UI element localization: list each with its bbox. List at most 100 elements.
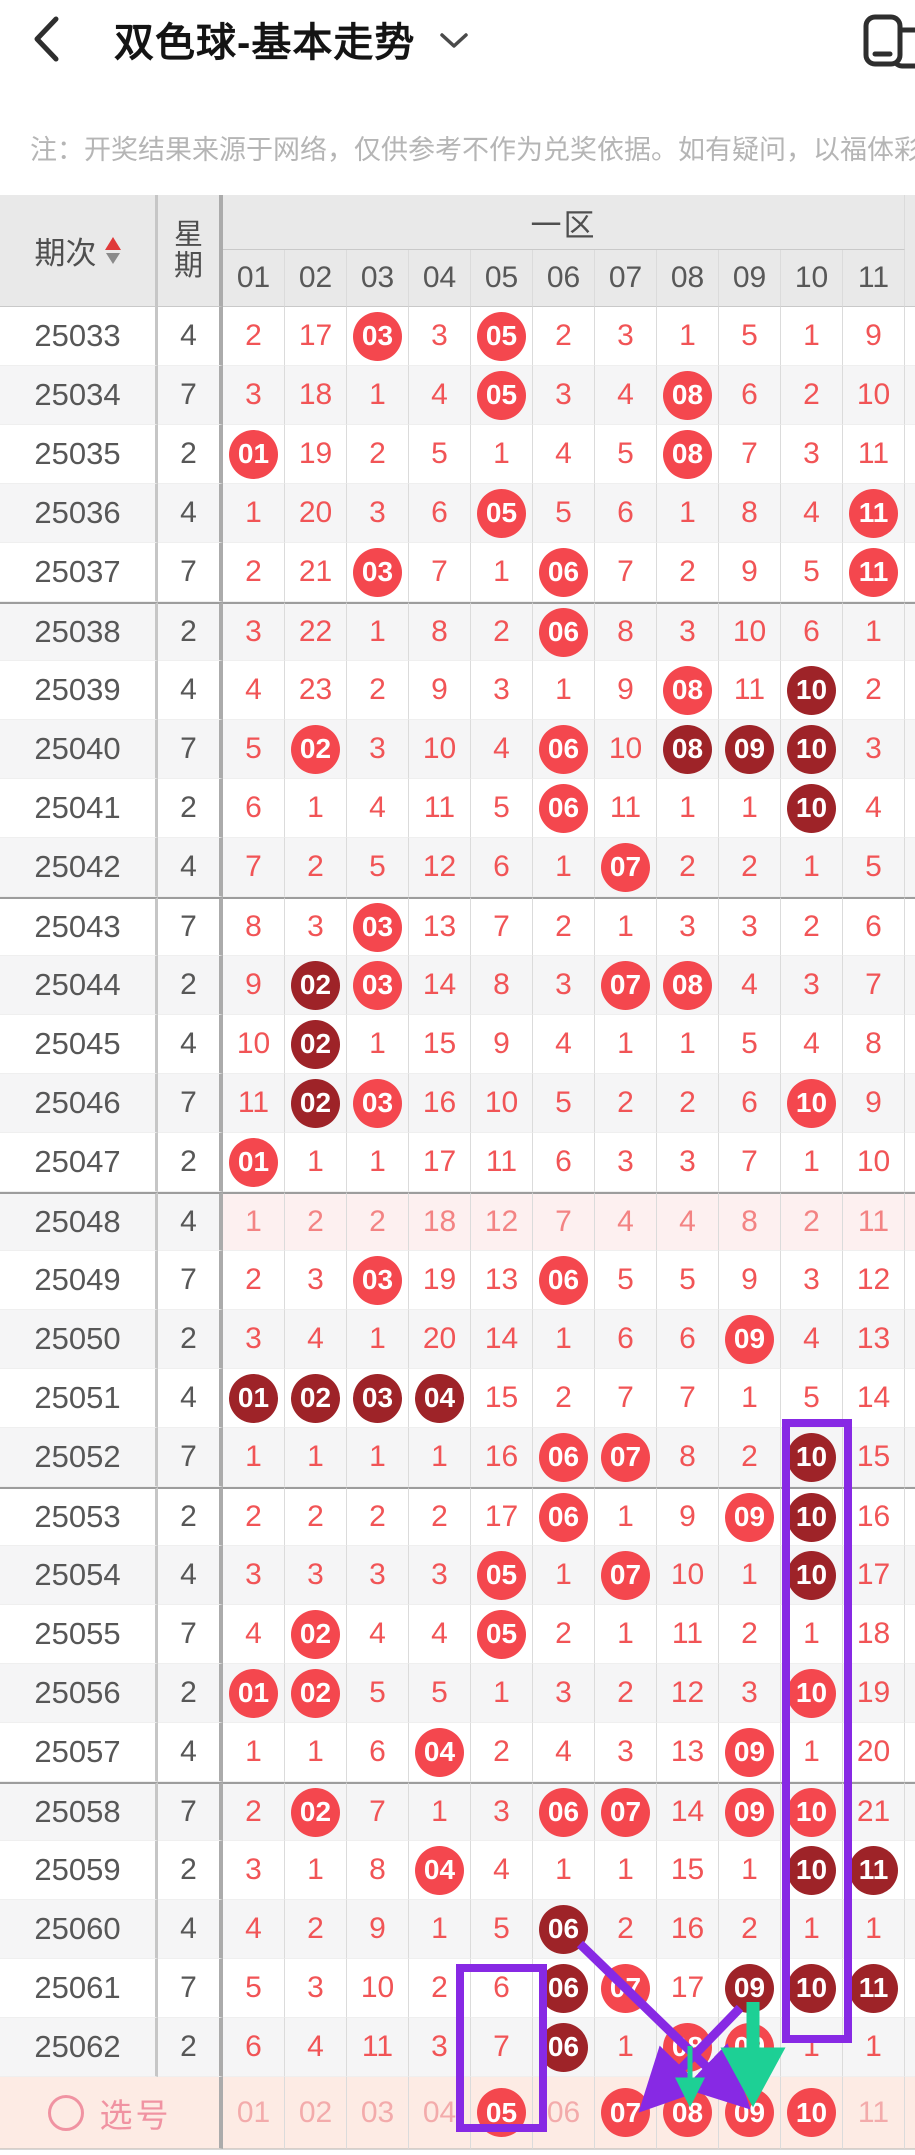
miss-count: 4 [741, 968, 758, 1001]
row-sliver [905, 897, 915, 956]
row-sliver [905, 1605, 915, 1664]
row-sliver [905, 1546, 915, 1605]
miss-count: 3 [679, 615, 696, 648]
ball-06: 06 [539, 1255, 588, 1305]
ball-03: 03 [353, 1078, 402, 1128]
select-number-11[interactable]: 11 [843, 2077, 905, 2149]
miss-count: 4 [617, 378, 634, 411]
number-cell: 1 [719, 1546, 781, 1605]
select-number-06[interactable]: 06 [533, 2077, 595, 2149]
select-row-label[interactable]: 选号 [0, 2077, 223, 2149]
select-number-05[interactable]: 05 [471, 2077, 533, 2149]
period-cell-25056: 25056 [0, 1664, 158, 1723]
floating-window-button[interactable] [862, 12, 915, 70]
number-cell: 7 [223, 838, 285, 897]
miss-count: 2 [741, 1440, 758, 1473]
number-cell: 4 [533, 1015, 595, 1074]
number-cell: 10 [781, 1841, 843, 1900]
row-sliver [905, 1841, 915, 1900]
miss-count: 2 [555, 1381, 572, 1414]
number-cell: 04 [409, 1841, 471, 1900]
miss-count: 9 [493, 1027, 510, 1060]
week-cell: 2 [158, 602, 223, 661]
miss-count: 1 [679, 791, 696, 824]
select-number-03[interactable]: 03 [347, 2077, 409, 2149]
miss-count: 17 [422, 1145, 457, 1178]
miss-count: 1 [493, 1676, 510, 1709]
title-dropdown[interactable] [439, 32, 469, 55]
number-cell: 07 [595, 1782, 657, 1841]
ball-09: 09 [725, 724, 774, 774]
number-cell: 10 [657, 1546, 719, 1605]
number-cell: 03 [347, 897, 409, 956]
select-number-09[interactable]: 09 [719, 2077, 781, 2149]
miss-count: 1 [617, 910, 634, 943]
ball-11: 11 [849, 1963, 898, 2013]
number-cell: 5 [719, 307, 781, 366]
number-cell: 12 [843, 1251, 905, 1310]
number-cell: 11 [843, 484, 905, 543]
number-cell: 2 [719, 1900, 781, 1959]
number-cell: 01 [223, 425, 285, 484]
number-cell: 7 [533, 1192, 595, 1251]
miss-count: 7 [617, 555, 634, 588]
sort-control[interactable] [104, 237, 121, 264]
number-cell: 05 [471, 307, 533, 366]
number-cell: 10 [781, 720, 843, 779]
number-cell: 4 [471, 720, 533, 779]
miss-count: 3 [865, 732, 882, 765]
column-header-period[interactable]: 期次 [0, 195, 158, 307]
header-sliver [905, 195, 915, 307]
select-number-02[interactable]: 02 [285, 2077, 347, 2149]
number-cell: 2 [409, 1959, 471, 2018]
miss-count: 10 [608, 732, 643, 765]
miss-count: 11 [423, 791, 456, 824]
miss-count: 3 [803, 437, 820, 470]
period-cell-25053: 25053 [0, 1487, 158, 1546]
number-cell: 5 [409, 1664, 471, 1723]
back-button[interactable] [32, 14, 62, 64]
miss-count: 9 [617, 673, 634, 706]
row-sliver [905, 543, 915, 602]
select-number-08[interactable]: 08 [657, 2077, 719, 2149]
ball-06: 06 [539, 783, 588, 833]
row-sliver [905, 2077, 915, 2149]
miss-count: 9 [865, 319, 882, 352]
number-cell: 7 [843, 956, 905, 1015]
ball-02: 02 [291, 724, 340, 774]
miss-count: 14 [856, 1381, 891, 1414]
select-number-07[interactable]: 07 [595, 2077, 657, 2149]
number-cell: 1 [223, 1428, 285, 1487]
select-number-01[interactable]: 01 [223, 2077, 285, 2149]
row-sliver [905, 1192, 915, 1251]
number-cell: 2 [843, 661, 905, 720]
select-number-10[interactable]: 10 [781, 2077, 843, 2149]
select-number-04[interactable]: 04 [409, 2077, 471, 2149]
ball-09: 09 [725, 2022, 774, 2072]
miss-count: 8 [741, 496, 758, 529]
select-radio-circle[interactable] [47, 2094, 84, 2131]
number-cell: 10 [781, 1782, 843, 1841]
number-cell: 9 [719, 543, 781, 602]
column-header-week: 星期 [158, 195, 223, 307]
number-cell: 10 [781, 1428, 843, 1487]
number-cell: 1 [347, 1133, 409, 1192]
ball-06: 06 [539, 1904, 588, 1954]
miss-count: 10 [670, 1558, 705, 1591]
miss-count: 3 [617, 1145, 634, 1178]
miss-count: 8 [865, 1027, 882, 1060]
miss-count: 2 [617, 1912, 634, 1945]
number-cell: 1 [595, 1841, 657, 1900]
number-cell: 18 [409, 1192, 471, 1251]
miss-count: 3 [741, 910, 758, 943]
week-cell: 2 [158, 1133, 223, 1192]
miss-count: 11 [857, 1205, 890, 1238]
miss-count: 7 [431, 555, 448, 588]
miss-count: 6 [493, 850, 510, 883]
number-cell: 15 [843, 1428, 905, 1487]
miss-count: 3 [245, 1853, 262, 1886]
number-cell: 1 [223, 484, 285, 543]
number-cell: 16 [843, 1487, 905, 1546]
miss-count: 6 [741, 378, 758, 411]
miss-count: 18 [298, 378, 333, 411]
